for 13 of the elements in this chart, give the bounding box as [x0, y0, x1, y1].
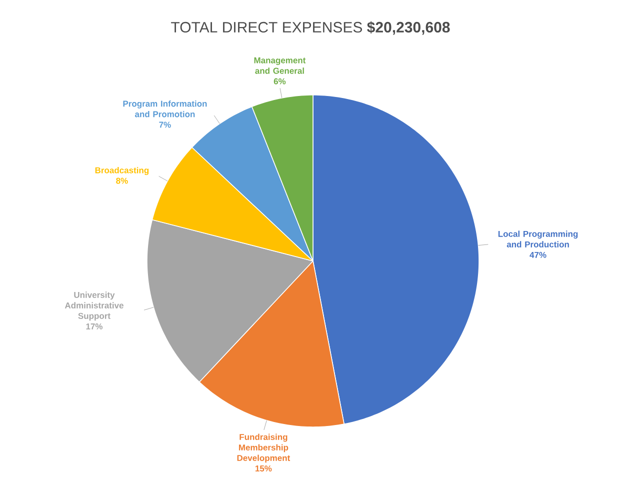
slice-label: University Administrative Support	[64, 292, 124, 321]
slice-label: Program Information and Promotion	[123, 100, 207, 118]
slice-label: Management and General	[254, 57, 306, 74]
data-label: 15%	[255, 466, 272, 472]
slice-label: Fundraising Membership Development	[237, 434, 290, 463]
data-label: 6%	[274, 78, 286, 84]
data-label: 17%	[86, 323, 103, 330]
data-label: 47%	[530, 252, 546, 258]
slice-label: Broadcasting	[95, 167, 149, 176]
data-label: 7%	[159, 122, 171, 128]
slice-label: Local Programming and Production	[498, 230, 578, 248]
chart-title: TOTAL DIRECT EXPENSES $20,230,608	[171, 21, 450, 35]
data-label: 8%	[116, 178, 128, 184]
